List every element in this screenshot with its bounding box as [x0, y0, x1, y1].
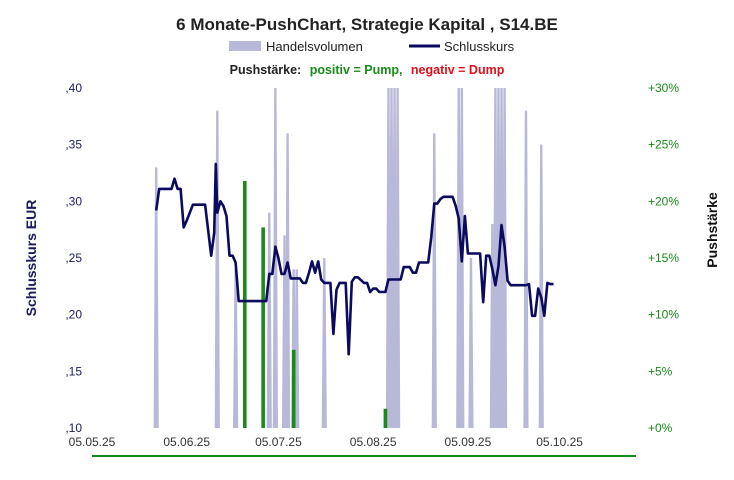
x-tick-label: 05.05.25: [69, 435, 116, 449]
volume-spike-13: [395, 88, 401, 428]
y2-tick-label: +20%: [648, 194, 679, 208]
plot-area: [153, 88, 554, 429]
push-legend-prefix: Pushstärke:: [230, 63, 302, 77]
x-tick-label: 05.08.25: [350, 435, 397, 449]
push-bar-0: [243, 180, 247, 428]
close-price-line: [154, 162, 554, 356]
y2-tick-label: +5%: [648, 364, 673, 378]
y2-tick-label: +0%: [648, 421, 673, 435]
y-axis-title: Schlusskurs EUR: [23, 200, 39, 317]
y2-tick-label: +25%: [648, 138, 679, 152]
volume-spike-0: [153, 167, 159, 429]
volume-spike-17: [468, 258, 474, 428]
x-tick-label: 05.06.25: [163, 435, 210, 449]
x-tick-label: 05.10.25: [536, 435, 583, 449]
push-bar-2: [291, 349, 296, 428]
legend-label-close: Schlusskurs: [444, 39, 515, 54]
volume-spike-9: [321, 258, 327, 428]
y2-axis-ticks: +0% +5% +10% +15% +20% +25% +30%: [648, 81, 679, 435]
push-bar-3: [383, 408, 388, 428]
y-tick-label: ,15: [65, 364, 82, 378]
y-tick-label: ,30: [65, 194, 82, 208]
volume-spike-14: [431, 133, 437, 429]
y-tick-label: ,20: [65, 308, 82, 322]
volume-spike-6: [284, 133, 291, 429]
push-legend: Pushstärke: positiv = Pump, negativ = Du…: [230, 63, 505, 77]
push-legend-negative: negativ = Dump: [411, 63, 505, 77]
legend-swatch-volume: [229, 41, 261, 51]
x-axis-ticks: 05.05.25 05.06.25 05.07.25 05.08.25 05.09.25…: [69, 435, 584, 449]
volume-spike-24: [538, 144, 544, 428]
legend: Handelsvolumen Schlusskurs: [229, 39, 515, 54]
push-legend-positive: positiv = Pump,: [310, 63, 403, 77]
legend-label-volume: Handelsvolumen: [266, 39, 363, 54]
volume-spike-2: [233, 269, 239, 428]
y-tick-label: ,25: [65, 251, 82, 265]
y2-axis-title: Pushstärke: [704, 192, 720, 268]
y-tick-label: ,10: [65, 421, 82, 435]
push-bar-1: [261, 227, 265, 428]
y-tick-label: ,35: [65, 138, 82, 152]
y-tick-label: ,40: [65, 81, 82, 95]
volume-spike-1: [214, 110, 220, 429]
y2-tick-label: +15%: [648, 251, 679, 265]
x-tick-label: 05.09.25: [445, 435, 492, 449]
y2-tick-label: +10%: [648, 308, 679, 322]
volume-spike-23: [523, 110, 529, 429]
chart-title: 6 Monate-PushChart, Strategie Kapital , …: [176, 15, 558, 34]
y2-tick-label: +30%: [648, 81, 679, 95]
y-axis-ticks: ,10 ,15 ,20 ,25 ,30 ,35 ,40: [65, 81, 82, 435]
x-tick-label: 05.07.25: [255, 435, 302, 449]
volume-spike-3: [266, 212, 272, 428]
